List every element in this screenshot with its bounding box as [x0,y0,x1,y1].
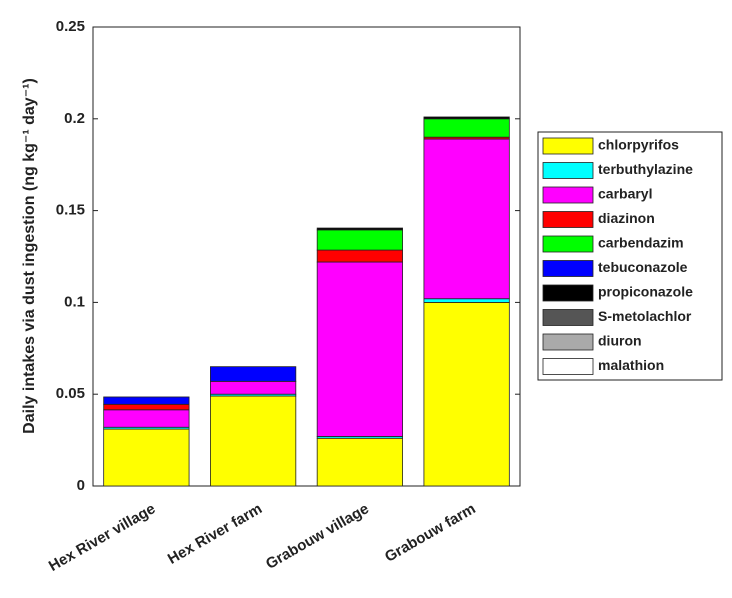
bar-segment [210,380,297,395]
legend-label: carbaryl [598,186,652,202]
bar-segment [423,118,510,138]
bar-segment [103,428,190,487]
x-tick-label: Hex River farm [165,500,265,568]
bar-segment [423,138,510,300]
legend-label: terbuthylazine [598,161,693,177]
bar-segment [316,229,403,251]
legend-swatch [542,309,594,326]
legend-swatch [542,284,594,302]
y-tick-label: 0 [77,477,85,494]
legend-swatch [542,211,594,228]
bar-segment [316,437,403,487]
y-tick-label: 0.1 [64,293,85,310]
legend-swatch [542,186,594,204]
legend-swatch [542,333,594,351]
bar-segment [103,403,190,411]
legend-label: malathion [598,357,664,373]
legend-label: diazinon [598,210,655,226]
legend-label: tebuconazole [598,259,688,275]
legend-label: chlorpyrifos [598,137,679,153]
x-tick-label: Hex River village [46,500,158,575]
bar-segment [103,409,190,428]
legend-label: carbendazim [598,235,684,251]
bar-segment [103,396,190,405]
legend-label: propiconazole [598,284,693,300]
legend-swatch [542,162,594,179]
legend-swatch [542,235,594,253]
y-axis-label: Daily intakes via dust ingestion (ng kg⁻… [21,78,38,434]
bar-segment [423,301,510,487]
bar-segment [210,366,297,382]
x-tick-label: Grabouw village [263,500,372,573]
legend-swatch [542,358,594,375]
bar-segment [316,249,403,263]
legend-label: diuron [598,333,642,349]
bar-segment [316,261,403,437]
y-tick-label: 0.25 [56,18,85,35]
legend-swatch [542,137,594,155]
bar-segment [423,116,510,120]
bar-segment [210,395,297,487]
y-tick-label: 0.2 [64,110,85,127]
legend-swatch [542,260,594,277]
legend-label: S-metolachlor [598,308,692,324]
bar-segment [316,227,403,231]
bar-segment [423,298,510,303]
y-tick-label: 0.15 [56,202,85,219]
x-tick-label: Grabouw farm [382,500,479,566]
y-tick-label: 0.05 [56,385,85,402]
